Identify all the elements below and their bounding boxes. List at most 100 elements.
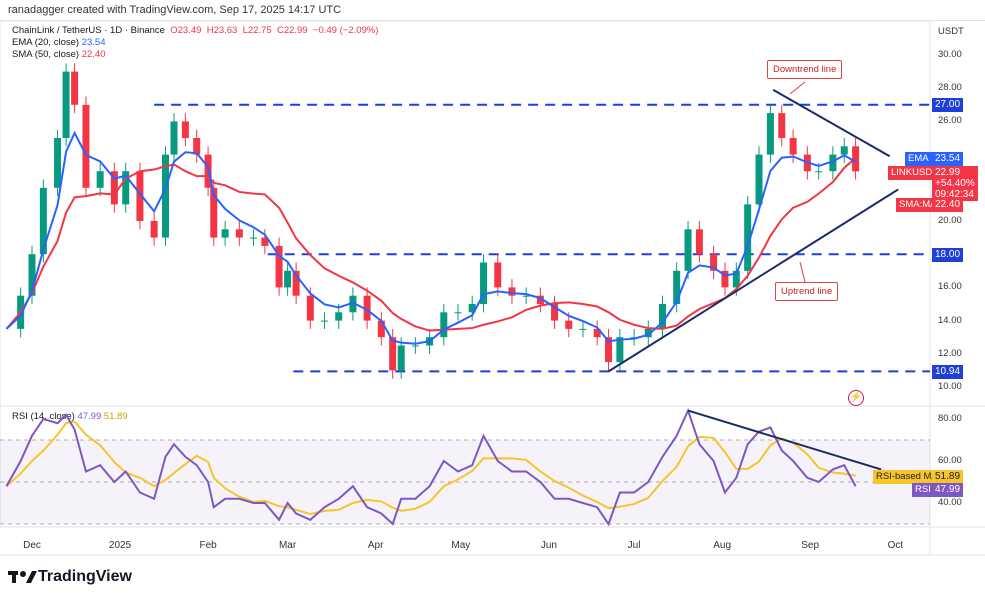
candle — [755, 154, 763, 205]
candle — [284, 270, 292, 288]
rsi-ma-label: 51.89 — [932, 470, 964, 484]
rsi-ma-value: 51.89 — [103, 411, 128, 422]
rsi-tick: 40.00 — [938, 497, 962, 508]
downtrend-annotation[interactable]: Downtrend line — [767, 60, 843, 79]
time-tick: Aug — [713, 540, 732, 551]
uptrend-annotation[interactable]: Uptrend line — [775, 282, 839, 301]
legend-rsi[interactable]: RSI (14, close) 47.99 51.89 — [12, 411, 128, 422]
candle — [96, 171, 104, 188]
level-label-1094: 10.94 — [932, 365, 964, 379]
time-tick: Jun — [540, 540, 557, 551]
candle — [829, 154, 837, 172]
candle — [261, 237, 269, 246]
candle — [468, 304, 476, 313]
candle — [778, 113, 786, 138]
candle — [840, 146, 848, 155]
candle — [306, 295, 314, 321]
candle — [658, 304, 666, 329]
candle — [275, 245, 283, 288]
legend-ema[interactable]: EMA (20, close) 23.54 — [12, 37, 105, 48]
sma-label: SMA (50, close) — [12, 49, 80, 60]
open-value: O23.49 — [170, 25, 202, 36]
candle — [593, 328, 601, 338]
sma-value: 22.40 — [81, 49, 106, 60]
last-price-label: 22.99 +54.40% 09:42:34 — [932, 166, 978, 201]
candle — [193, 138, 201, 155]
candle — [551, 304, 559, 321]
candle — [605, 337, 613, 363]
candle — [181, 121, 189, 138]
sma-line — [5, 157, 857, 332]
candle — [710, 254, 718, 271]
candle — [62, 71, 70, 138]
price-tick: 10.00 — [938, 381, 962, 392]
uptrend-line — [607, 188, 899, 373]
candle — [673, 270, 681, 304]
rsi-label: RSI (14, close) — [12, 411, 75, 422]
time-tick: Oct — [887, 540, 904, 551]
ema-price-label: 23.54 — [932, 152, 964, 166]
candle — [522, 295, 530, 297]
sma-tag: SMA:MA — [896, 198, 940, 212]
symbol-tag: LINKUSDT — [888, 166, 941, 180]
rsi-tag: RSI — [912, 483, 934, 497]
ema-line — [5, 130, 857, 345]
uptrend-annotation-arrow — [799, 261, 806, 283]
candle — [292, 270, 300, 296]
ema-value: 23.54 — [81, 37, 106, 48]
rsi-line — [5, 407, 857, 527]
candle — [721, 270, 729, 288]
candle — [744, 204, 752, 271]
candle — [508, 287, 516, 296]
candle — [54, 138, 62, 188]
ema-tag: EMA — [905, 152, 932, 166]
candle — [349, 295, 357, 313]
candle — [397, 345, 405, 371]
candle — [377, 320, 385, 338]
change-value: −0.49 (−2.09%) — [312, 25, 379, 36]
rsi-tick: 80.00 — [938, 413, 962, 424]
candle — [250, 237, 258, 239]
price-tick: 14.00 — [938, 314, 962, 326]
candle — [579, 328, 587, 330]
rsi-tick: 60.00 — [938, 455, 962, 466]
candle — [335, 312, 343, 321]
level-label-18: 18.00 — [932, 248, 964, 262]
candle — [789, 138, 797, 155]
candle — [684, 229, 692, 271]
candle — [71, 71, 79, 105]
rsi-value: 47.99 — [77, 411, 102, 422]
candle — [82, 104, 90, 188]
rsi-ma-line — [5, 420, 856, 516]
percent-change: +54.40% — [935, 178, 975, 189]
candle — [221, 229, 229, 238]
time-tick: May — [451, 540, 471, 551]
bar-countdown: 09:42:34 — [935, 189, 974, 200]
legend-sma[interactable]: SMA (50, close) 22.40 — [12, 49, 105, 60]
candle — [732, 270, 740, 288]
legend-symbol: ChainLink / TetherUS · 1D · Binance O23.… — [12, 25, 378, 36]
price-tick: 26.00 — [938, 115, 962, 127]
time-tick: Jul — [627, 540, 641, 551]
close-value: C22.99 — [276, 25, 308, 36]
time-tick: Sep — [801, 540, 820, 551]
downtrend-annotation-arrow — [789, 81, 806, 95]
tradingview-logo[interactable]: TradingView — [8, 568, 132, 586]
candle — [480, 262, 488, 304]
credit-text: ranadagger created with TradingView.com,… — [8, 4, 342, 16]
candle — [136, 171, 144, 221]
rsi-downtrend-line — [687, 409, 882, 471]
price-tick: 12.00 — [938, 347, 962, 359]
lightning-icon[interactable]: ⚡ — [848, 390, 864, 406]
candle — [235, 229, 243, 238]
candle — [454, 312, 462, 314]
tradingview-logo-icon — [8, 571, 37, 583]
candle — [695, 229, 703, 255]
time-tick: Mar — [278, 540, 297, 551]
level-label-27: 27.00 — [932, 98, 964, 112]
candle — [389, 337, 397, 371]
candle — [170, 121, 178, 155]
time-tick: 2025 — [108, 540, 132, 551]
